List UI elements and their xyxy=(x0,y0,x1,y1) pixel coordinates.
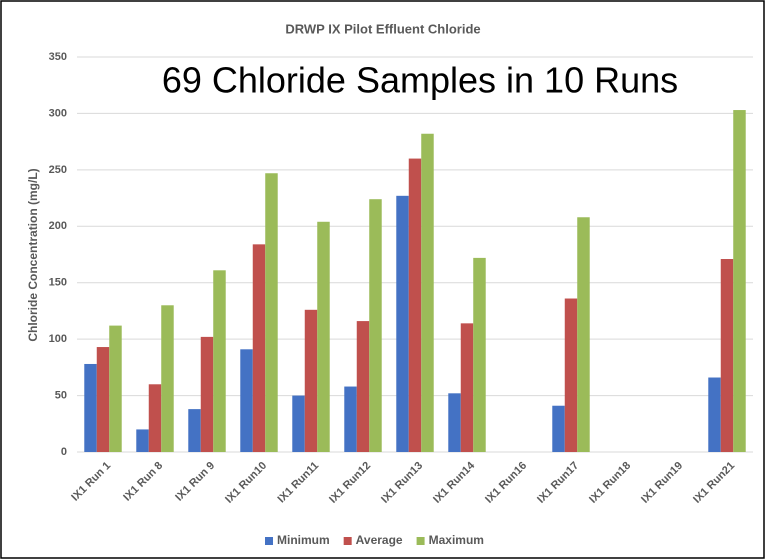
bar xyxy=(317,221,330,452)
legend-swatch xyxy=(265,537,273,545)
bar xyxy=(552,405,565,452)
bar xyxy=(213,270,226,452)
bar xyxy=(96,347,110,452)
y-tick-label: 300 xyxy=(49,107,67,119)
y-tick-label: 50 xyxy=(55,389,67,401)
chart-title: DRWP IX Pilot Effluent Chloride xyxy=(285,21,480,36)
legend-label: Minimum xyxy=(277,533,330,547)
y-tick-label: 150 xyxy=(49,277,67,289)
bar xyxy=(200,336,214,452)
bar xyxy=(109,325,122,452)
bar xyxy=(369,199,382,452)
bar xyxy=(188,409,201,452)
legend-swatch xyxy=(343,537,352,545)
bar xyxy=(448,393,461,452)
bar xyxy=(240,349,253,452)
legend-swatch xyxy=(416,537,425,545)
bar xyxy=(265,173,278,452)
y-tick-label: 0 xyxy=(61,446,67,458)
bar xyxy=(84,363,97,452)
legend-label: Average xyxy=(356,533,403,547)
y-axis-label: Chloride Concentration (mg/L) xyxy=(26,168,40,341)
bar xyxy=(136,429,149,452)
bar xyxy=(148,384,162,452)
bar xyxy=(564,298,578,452)
bar xyxy=(708,377,721,452)
bar xyxy=(733,110,746,453)
y-tick-label: 200 xyxy=(49,220,67,232)
y-tick-label: 350 xyxy=(49,51,67,63)
bar xyxy=(344,386,357,452)
legend-label: Maximum xyxy=(429,533,484,547)
bar xyxy=(577,217,590,452)
bar xyxy=(460,323,474,452)
bar xyxy=(720,259,734,452)
y-tick-label: 250 xyxy=(49,164,67,176)
bar xyxy=(473,257,486,452)
bar xyxy=(396,195,409,453)
y-tick-label: 100 xyxy=(49,333,67,345)
bar xyxy=(292,395,305,452)
bar xyxy=(408,158,422,453)
bar xyxy=(252,244,266,452)
bar xyxy=(356,321,370,452)
bar xyxy=(421,133,434,452)
bar xyxy=(304,309,318,452)
bar xyxy=(161,305,174,452)
annotation: 69 Chloride Samples in 10 Runs xyxy=(162,60,678,101)
